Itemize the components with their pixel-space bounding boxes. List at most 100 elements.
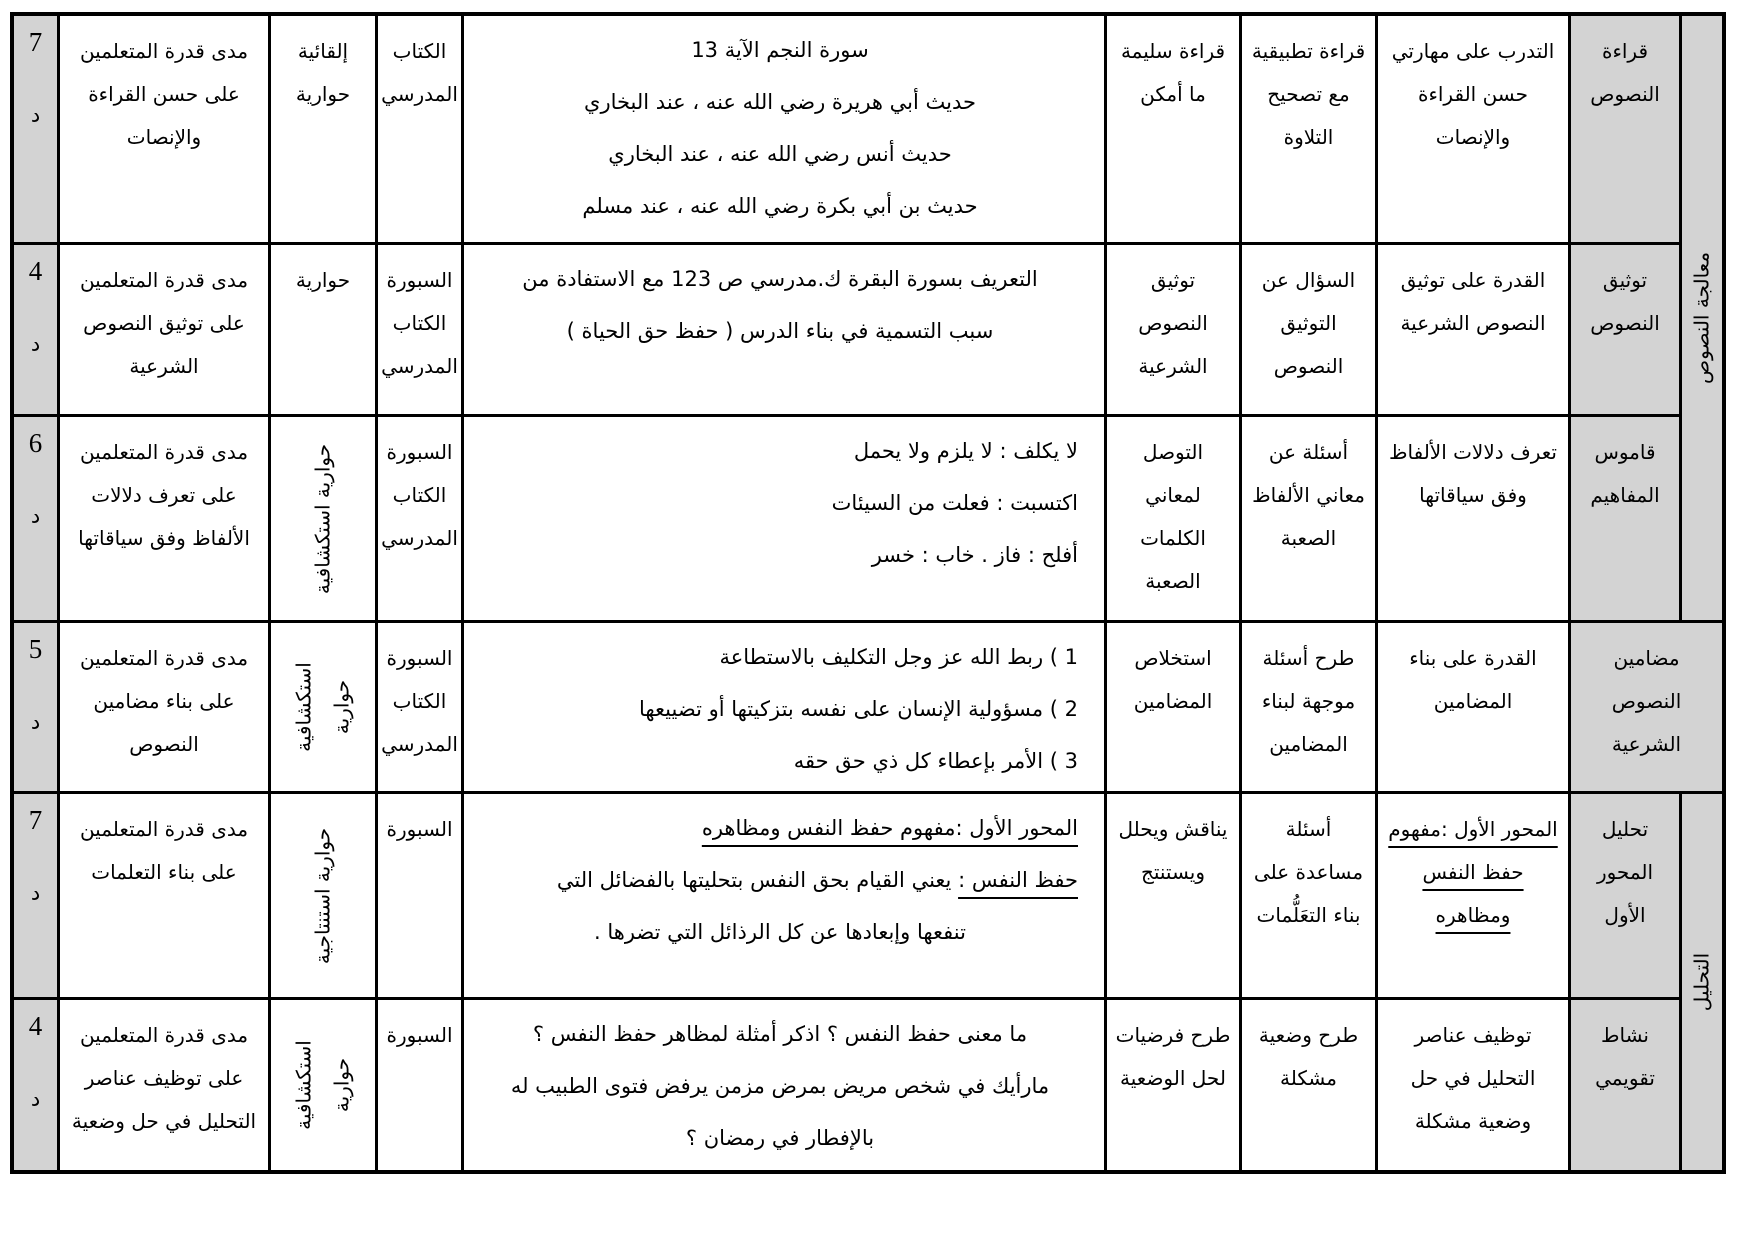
row-header: مضامين النصوص الشرعية xyxy=(1571,623,1722,791)
evaluation-cell: مدى قدرة المتعلمين على توثيق النصوص الشر… xyxy=(60,245,268,414)
method-cell: حوارية xyxy=(271,245,375,414)
time-unit: د xyxy=(30,1087,41,1111)
stage-group-label: معالجة النصوص xyxy=(1689,251,1714,385)
time-unit: د xyxy=(30,332,41,356)
time-unit: د xyxy=(30,881,41,905)
time-value: 6 xyxy=(28,428,43,458)
row-header: قراءة النصوص xyxy=(1571,16,1679,242)
axis-title: المحور الأول :مفهوم حفظ النفس ومظاهره xyxy=(701,816,1078,840)
content-line: بالإفطار في رمضان ؟ xyxy=(685,1126,875,1150)
content-cell: لا يكلف : لا يلزم ولا يحمل اكتسبت : فعلت… xyxy=(464,417,1104,620)
content-line: تنفعها وإبعادها عن كل الرذائل التي تضرها… xyxy=(594,920,966,944)
content-line: حديث بن أبي بكرة رضي الله عنه ، عند مسلم xyxy=(582,194,978,218)
method-label: استكشافية xyxy=(291,1040,316,1130)
resources-cell: الكتاب المدرسي xyxy=(378,16,461,242)
method-label: حوارية xyxy=(329,1057,354,1113)
content-line: حديث أنس رضي الله عنه ، عند البخاري xyxy=(608,142,952,166)
resources-cell: السبورة الكتاب المدرسي xyxy=(378,623,461,791)
content-line: حفظ النفس : يعني القيام بحق النفس بتحليت… xyxy=(482,854,1078,906)
time-value: 7 xyxy=(28,805,43,835)
learner-activity-cell: قراءة سليمة ما أمكن xyxy=(1107,16,1239,242)
row-header: نشاط تقويمي xyxy=(1571,1000,1679,1170)
method-label: حوارية xyxy=(329,679,354,735)
content-cell: المحور الأول :مفهوم حفظ النفس ومظاهره حف… xyxy=(464,794,1104,997)
resources-cell: السبورة الكتاب المدرسي xyxy=(378,417,461,620)
learner-activity-cell: استخلاص المضامين xyxy=(1107,623,1239,791)
lesson-plan-table: معالجة النصوص التحليل قراءة النصوص التدر… xyxy=(10,12,1726,1174)
capacity-cell: القدرة على بناء المضامين xyxy=(1378,623,1568,791)
evaluation-cell: مدى قدرة المتعلمين على توظيف عناصر التحل… xyxy=(60,1000,268,1170)
resources-cell: السبورة xyxy=(378,794,461,997)
stage-group-text-processing: معالجة النصوص xyxy=(1682,16,1722,620)
stage-group-analysis: التحليل xyxy=(1682,794,1722,1170)
method-cell: إلقائية حوارية xyxy=(271,16,375,242)
content-line: مارأيك في شخص مريض بمرض مزمن يرفض فتوى ا… xyxy=(510,1074,1050,1098)
definition-text: يعني القيام بحق النفس بتحليتها بالفضائل … xyxy=(556,868,959,892)
teacher-activity-cell: السؤال عن التوثيق النصوص xyxy=(1242,245,1375,414)
evaluation-cell: مدى قدرة المتعلمين على تعرف دلالات الألف… xyxy=(60,417,268,620)
method-cell: حوارية استنتاجية xyxy=(271,794,375,997)
method-label: حوارية xyxy=(295,82,351,106)
row-header: قاموس المفاهيم xyxy=(1571,417,1679,620)
time-cell: 4 د xyxy=(14,245,57,414)
content-cell: ما معنى حفظ النفس ؟ اذكر أمثلة لمظاهر حف… xyxy=(464,1000,1104,1170)
method-cell: حوارية استكشافية xyxy=(271,417,375,620)
content-line: لا يكلف : لا يلزم ولا يحمل xyxy=(853,439,1078,463)
teacher-activity-cell: أسئلة عن معاني الألفاظ الصعبة xyxy=(1242,417,1375,620)
content-line: سبب التسمية في بناء الدرس ( حفظ حق الحيا… xyxy=(566,319,994,343)
content-line: ما معنى حفظ النفس ؟ اذكر أمثلة لمظاهر حف… xyxy=(532,1022,1028,1046)
content-cell: التعريف بسورة البقرة ك.مدرسي ص 123 مع ال… xyxy=(464,245,1104,414)
time-cell: 5 د xyxy=(14,623,57,791)
teacher-activity-cell: طرح أسئلة موجهة لبناء المضامين xyxy=(1242,623,1375,791)
method-label: استكشافية xyxy=(291,662,316,752)
resources-cell: السبورة الكتاب المدرسي xyxy=(378,245,461,414)
teacher-activity-cell: قراءة تطبيقية مع تصحيح التلاوة xyxy=(1242,16,1375,242)
teacher-activity-cell: طرح وضعية مشكلة xyxy=(1242,1000,1375,1170)
definition-term: حفظ النفس : xyxy=(958,868,1078,892)
content-line: 2 ) مسؤولية الإنسان على نفسه بتزكيتها أو… xyxy=(638,697,1078,721)
content-line: اكتسبت : فعلت من السيئات xyxy=(831,491,1078,515)
time-value: 4 xyxy=(28,1011,43,1041)
capacity-cell: التدرب على مهارتي حسن القراءة والإنصات xyxy=(1378,16,1568,242)
time-unit: د xyxy=(30,103,41,127)
content-cell: سورة النجم الآية 13 حديث أبي هريرة رضي ا… xyxy=(464,16,1104,242)
content-cell: 1 ) ربط الله عز وجل التكليف بالاستطاعة 2… xyxy=(464,623,1104,791)
time-cell: 4 د xyxy=(14,1000,57,1170)
learner-activity-cell: التوصل لمعاني الكلمات الصعبة xyxy=(1107,417,1239,620)
content-line: حديث أبي هريرة رضي الله عنه ، عند البخار… xyxy=(584,90,976,114)
time-cell: 7 د xyxy=(14,794,57,997)
time-value: 5 xyxy=(28,634,43,664)
capacity-cell: توظيف عناصر التحليل في حل وضعية مشكلة xyxy=(1378,1000,1568,1170)
time-value: 7 xyxy=(28,27,43,57)
capacity-cell: المحور الأول :مفهوم حفظ النفس ومظاهره xyxy=(1378,794,1568,997)
method-label: حوارية استكشافية xyxy=(310,443,335,594)
time-value: 4 xyxy=(28,256,43,286)
method-label: حوارية xyxy=(295,268,351,292)
resources-cell: السبورة xyxy=(378,1000,461,1170)
method-label: حوارية استنتاجية xyxy=(310,827,335,964)
content-line: 3 ) الأمر بإعطاء كل ذي حق حقه xyxy=(793,749,1078,773)
content-line: أفلح : فاز . خاب : خسر xyxy=(871,543,1078,567)
teacher-activity-cell: أسئلة مساعدة على بناء التعَلُّمات xyxy=(1242,794,1375,997)
content-line: سورة النجم الآية 13 xyxy=(691,38,869,62)
stage-group-label: التحليل xyxy=(1689,952,1714,1012)
method-cell: حوارية استكشافية xyxy=(271,1000,375,1170)
content-line: التعريف بسورة البقرة ك.مدرسي ص 123 مع ال… xyxy=(522,267,1038,291)
content-line: 1 ) ربط الله عز وجل التكليف بالاستطاعة xyxy=(719,645,1078,669)
learner-activity-cell: يناقش ويحلل ويستنتج xyxy=(1107,794,1239,997)
evaluation-cell: مدى قدرة المتعلمين على بناء مضامين النصو… xyxy=(60,623,268,791)
row-header: تحليل المحور الأول xyxy=(1571,794,1679,997)
learner-activity-cell: طرح فرضيات لحل الوضعية xyxy=(1107,1000,1239,1170)
time-unit: د xyxy=(30,710,41,734)
time-cell: 6 د xyxy=(14,417,57,620)
evaluation-cell: مدى قدرة المتعلمين على حسن القراءة والإن… xyxy=(60,16,268,242)
content-line: المحور الأول :مفهوم حفظ النفس ومظاهره xyxy=(482,802,1078,854)
time-cell: 7 د xyxy=(14,16,57,242)
row-header: توثيق النصوص xyxy=(1571,245,1679,414)
learner-activity-cell: توثيق النصوص الشرعية xyxy=(1107,245,1239,414)
time-unit: د xyxy=(30,504,41,528)
method-cell: حوارية استكشافية xyxy=(271,623,375,791)
evaluation-cell: مدى قدرة المتعلمين على بناء التعلمات xyxy=(60,794,268,997)
capacity-cell: تعرف دلالات الألفاظ وفق سياقاتها xyxy=(1378,417,1568,620)
